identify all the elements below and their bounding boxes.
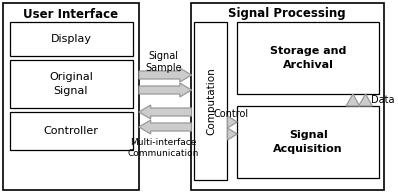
Text: Signal
Acquisition: Signal Acquisition — [273, 130, 343, 154]
Polygon shape — [228, 128, 237, 140]
Text: Computation: Computation — [206, 67, 216, 135]
Bar — [10, 22, 133, 56]
Text: Storage and
Archival: Storage and Archival — [270, 46, 346, 70]
Bar — [194, 22, 228, 180]
Text: Signal
Sample: Signal Sample — [145, 51, 181, 73]
Polygon shape — [359, 94, 372, 106]
Bar — [3, 3, 139, 190]
Text: Data: Data — [371, 95, 395, 105]
Bar — [10, 60, 133, 108]
Bar — [237, 22, 379, 94]
Text: User Interface: User Interface — [23, 8, 119, 21]
Polygon shape — [139, 105, 191, 119]
Text: Signal Processing: Signal Processing — [228, 8, 345, 20]
Polygon shape — [228, 116, 237, 128]
Polygon shape — [346, 94, 360, 106]
Polygon shape — [139, 120, 191, 134]
Bar — [191, 3, 384, 190]
Text: Controller: Controller — [43, 126, 98, 136]
Polygon shape — [139, 68, 191, 82]
Text: Original
Signal: Original Signal — [49, 72, 93, 96]
Text: Multi-interface
Communication: Multi-interface Communication — [128, 138, 199, 158]
Text: Display: Display — [51, 34, 92, 44]
Bar — [10, 112, 133, 150]
Polygon shape — [139, 83, 191, 97]
Bar — [237, 106, 379, 178]
Text: Control: Control — [214, 109, 249, 119]
